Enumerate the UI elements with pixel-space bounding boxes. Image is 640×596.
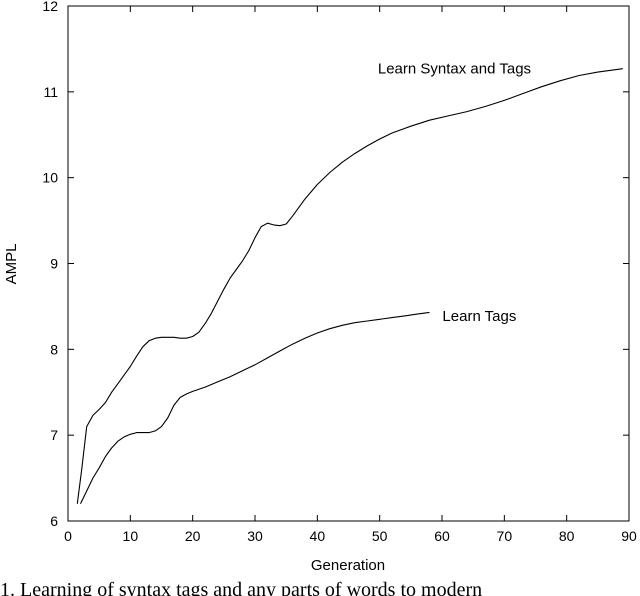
x-tick-label: 0: [64, 528, 72, 544]
x-tick-label: 30: [247, 528, 263, 544]
plot-frame: [67, 5, 630, 522]
axis-ticks: 0 10 20 30 40 50 60 70 80 90 6 7 8 9 10 11 12: [42, 0, 637, 544]
x-tick-label: 10: [123, 528, 139, 544]
y-tick-label: 6: [50, 513, 58, 529]
x-tick-label: 70: [497, 528, 513, 544]
y-tick-label: 11: [43, 84, 58, 100]
x-axis-label: Generation: [311, 557, 385, 574]
series-line-0: [76, 68, 623, 504]
y-tick-label: 12: [42, 0, 58, 14]
x-tick-label: 40: [310, 528, 326, 544]
x-tick-label: 90: [621, 528, 637, 544]
series-annotation-1: Learn Tags: [442, 308, 516, 325]
series-layer: [76, 68, 623, 505]
annotation-layer: Learn Syntax and Tags Learn Tags: [378, 61, 531, 325]
series-line-1: [80, 311, 430, 505]
x-tick-label: 20: [185, 528, 201, 544]
y-tick-label: 9: [50, 256, 58, 272]
series-annotation-0: Learn Syntax and Tags: [378, 61, 531, 78]
x-tick-label: 60: [434, 528, 450, 544]
y-tick-label: 10: [42, 170, 58, 186]
x-tick-label: 50: [372, 528, 388, 544]
y-tick-label: 7: [50, 427, 58, 443]
y-axis-label: AMPL: [3, 244, 20, 285]
x-tick-label: 80: [559, 528, 575, 544]
y-tick-label: 8: [50, 341, 58, 357]
figure-caption: 1. Learning of syntax tags and any parts…: [0, 579, 483, 596]
